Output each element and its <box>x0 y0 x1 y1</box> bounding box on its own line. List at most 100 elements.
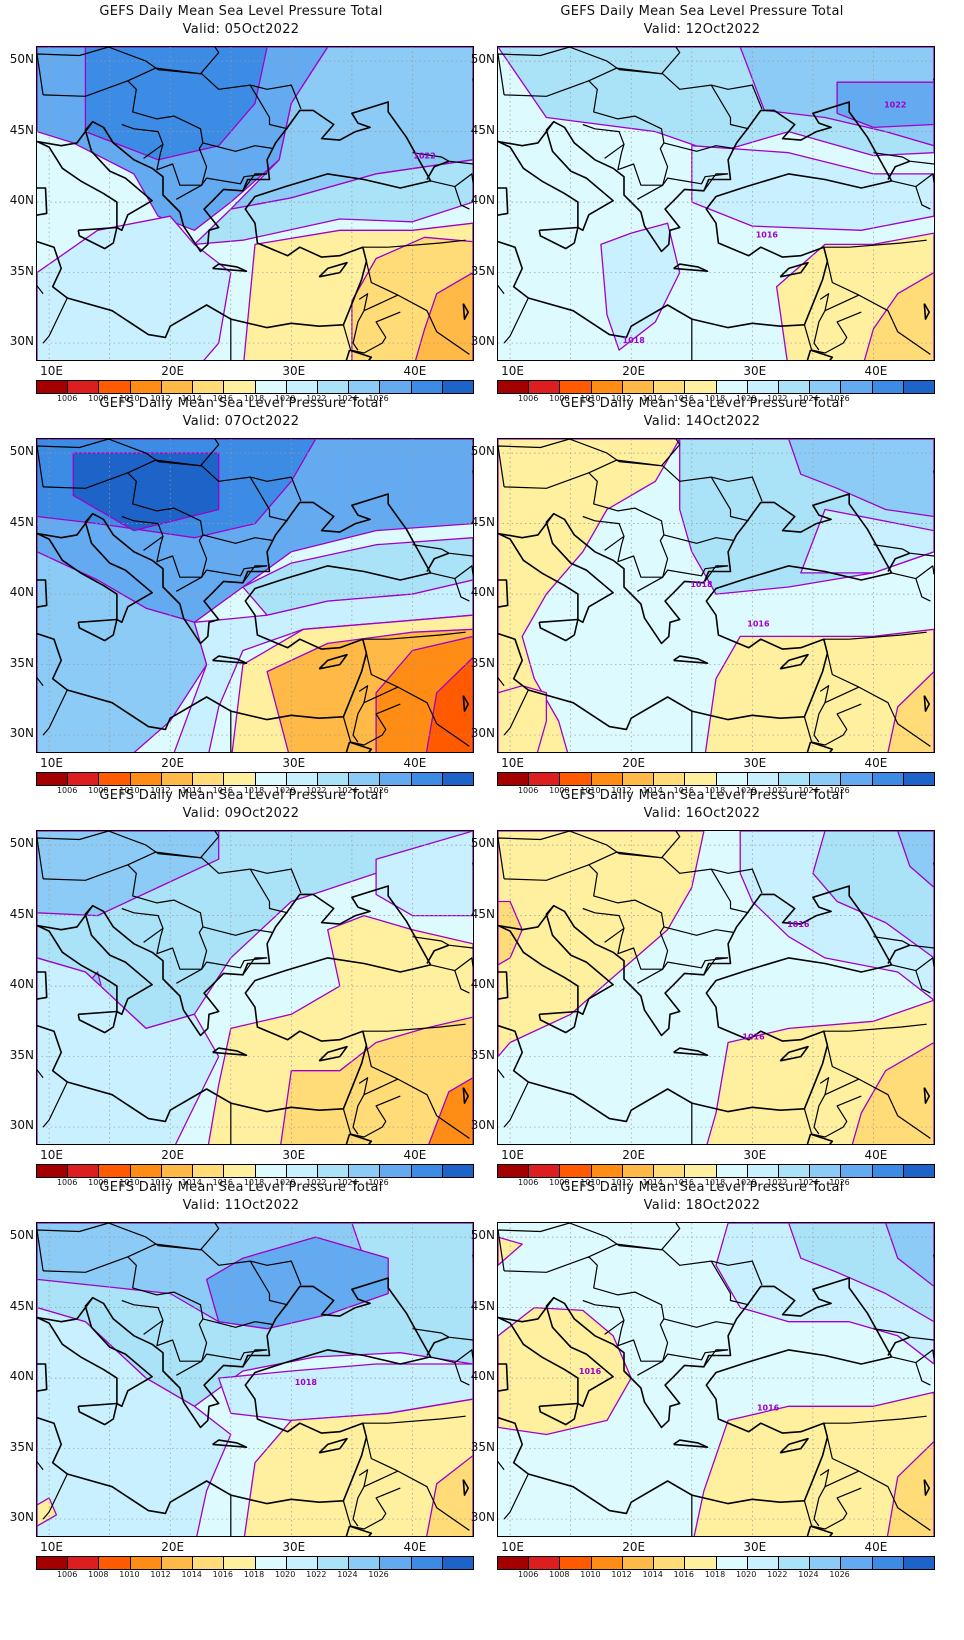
longitude-label: 10E <box>501 364 524 378</box>
colorbar-tick-label: 1020 <box>274 1178 296 1187</box>
colorbar-tick-label: 1012 <box>611 394 632 403</box>
colorbar-swatch <box>747 1165 779 1177</box>
longitude-label: 40E <box>864 756 888 770</box>
colorbar-swatch <box>193 1557 225 1569</box>
colorbar-tick-label: 1008 <box>549 1178 570 1187</box>
colorbar-swatch <box>903 1557 935 1569</box>
colorbar-tick-label: 1018 <box>243 1570 265 1579</box>
colorbar-tick-label: 1016 <box>673 1570 695 1579</box>
colorbar-swatch <box>591 773 623 785</box>
coastlines <box>498 862 934 1144</box>
colorbar-tick-label: 1018 <box>704 786 726 795</box>
colorbar-swatch <box>903 773 935 785</box>
coastlines <box>498 1254 934 1536</box>
longitude-label: 20E <box>161 756 185 770</box>
panel-title: GEFS Daily Mean Sea Level Pressure Total <box>99 788 383 803</box>
colorbar-tick-label: 1014 <box>642 1570 663 1579</box>
panel-valid-date: Valid: 12Oct2022 <box>643 22 761 37</box>
colorbar-swatch <box>872 1557 904 1569</box>
latitude-label: 35N <box>9 655 34 670</box>
colorbar-swatch <box>37 1557 69 1569</box>
longitude-label: 40E <box>864 1148 888 1162</box>
panel-title: GEFS Daily Mean Sea Level Pressure Total <box>560 1180 844 1195</box>
map-panel: GEFS Daily Mean Sea Level Pressure Total… <box>0 392 482 802</box>
colorbar-tick-label: 1026 <box>368 1570 389 1579</box>
map-panel: GEFS Daily Mean Sea Level Pressure Total… <box>461 0 943 410</box>
colorbar-tick-label: 1014 <box>181 786 202 795</box>
pressure-band <box>280 1016 473 1144</box>
pressure-map-svg: 1016 1016 <box>498 1223 934 1536</box>
colorbar-swatch <box>872 1165 904 1177</box>
longitude-label: 30E <box>743 756 767 770</box>
colorbar-swatch <box>68 1165 100 1177</box>
longitude-label: 30E <box>743 364 767 378</box>
map-panel: GEFS Daily Mean Sea Level Pressure Total… <box>461 1176 943 1586</box>
pressure-band <box>243 1398 473 1536</box>
colorbar-tick-label: 1006 <box>56 394 78 403</box>
latitude-label: 30N <box>9 726 34 741</box>
colorbar-swatch <box>224 1165 256 1177</box>
colorbar-tick-label: 1006 <box>56 1570 78 1579</box>
colorbar-swatch <box>498 381 530 393</box>
colorbar-tick-label: 1024 <box>337 786 358 795</box>
colorbar-swatch <box>317 1165 350 1177</box>
latitude-label: 45N <box>470 514 495 529</box>
pressure-map-svg <box>37 831 473 1144</box>
pressure-band <box>884 1223 934 1288</box>
colorbar-swatch <box>349 381 381 393</box>
graticule <box>498 831 934 1144</box>
colorbar-swatch <box>903 381 935 393</box>
colorbar-swatch <box>317 381 350 393</box>
latitude-label: 45N <box>9 514 34 529</box>
pressure-band <box>428 1077 473 1144</box>
colorbar-tick-label: 1016 <box>673 1178 695 1187</box>
longitude-label: 40E <box>864 364 888 378</box>
map-panel: GEFS Daily Mean Sea Level Pressure Total… <box>0 784 482 1194</box>
colorbar-tick-label: 1026 <box>368 394 389 403</box>
colorbar-tick-label: 1014 <box>181 1570 202 1579</box>
colorbar-swatch <box>411 1165 443 1177</box>
colorbar-swatch <box>747 381 779 393</box>
colorbar-swatch <box>778 1557 811 1569</box>
coastlines <box>498 470 934 752</box>
longitude-label: 40E <box>403 1148 427 1162</box>
contour-label: 1016 <box>742 1033 765 1042</box>
colorbar-swatch <box>810 1557 842 1569</box>
latitude-label: 30N <box>9 1510 34 1525</box>
colorbar-tick-label: 1026 <box>829 1178 850 1187</box>
colorbar-tick-label: 1012 <box>150 394 171 403</box>
longitude-label: 20E <box>161 364 185 378</box>
colorbar-swatch <box>411 1557 443 1569</box>
colorbar-swatch <box>841 773 873 785</box>
colorbar-tick-label: 1024 <box>798 1570 819 1579</box>
colorbar-tick-label: 1006 <box>56 786 78 795</box>
latitude-label: 30N <box>470 1510 495 1525</box>
colorbar-swatch <box>37 1165 69 1177</box>
colorbar-swatch <box>286 1557 318 1569</box>
longitude-label: 40E <box>864 1540 888 1554</box>
colorbar-tick-label: 1008 <box>88 1570 109 1579</box>
latitude-label: 35N <box>470 655 495 670</box>
colorbar-tick-label: 1016 <box>212 394 234 403</box>
colorbar <box>497 772 935 786</box>
coastlines <box>37 470 473 752</box>
colorbar-tick-label: 1010 <box>580 1178 601 1187</box>
colorbar <box>36 1556 474 1570</box>
colorbar-tick-label: 1026 <box>829 1570 850 1579</box>
longitude-label: 20E <box>161 1540 185 1554</box>
colorbar-tick-label: 1010 <box>119 786 140 795</box>
colorbar-swatch <box>130 1165 162 1177</box>
contour-label: 1022 <box>413 151 435 160</box>
pressure-map-svg: 1022 <box>37 47 473 360</box>
colorbar-swatch <box>99 773 131 785</box>
colorbar-tick-label: 1008 <box>549 786 570 795</box>
pressure-band <box>704 628 934 752</box>
graticule <box>37 47 473 360</box>
colorbar-swatch <box>498 1557 530 1569</box>
country-borders <box>37 439 473 752</box>
contour-label: 1016 <box>579 1367 602 1376</box>
latitude-label: 35N <box>470 1047 495 1062</box>
colorbar-swatch <box>654 773 686 785</box>
colorbar-swatch <box>529 1557 561 1569</box>
contour-label: 1016 <box>747 620 770 629</box>
